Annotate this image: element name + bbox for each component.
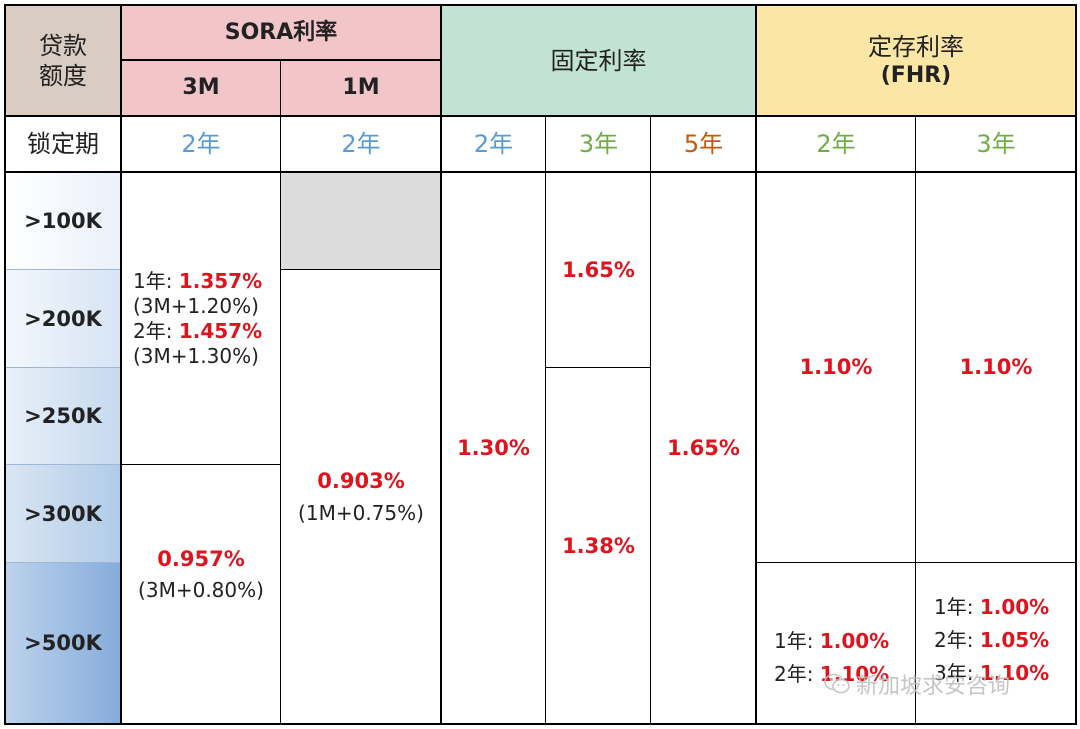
lock-term-fhr-2y: 2年 <box>756 116 916 172</box>
lock-term-fixed-5y: 5年 <box>651 116 756 172</box>
term-prefix: 2年: <box>133 318 179 343</box>
rate-value: 0.957% <box>157 546 245 571</box>
fixed-2y-cell: 1.30% <box>441 172 546 724</box>
header-fhr-sub: (FHR) <box>880 62 952 88</box>
rate-value: 1.05% <box>979 628 1050 652</box>
header-sora-3m-label: 3M <box>182 75 220 101</box>
term-prefix: 1年: <box>774 628 820 653</box>
rate-value: 1.30% <box>457 435 530 460</box>
fhr-2y-1y-line: 1年: 1.00% <box>774 629 889 654</box>
fhr-3y-upper-cell: 1.10% <box>916 172 1076 563</box>
header-sora-1m: 1M <box>281 60 441 116</box>
lock-term-fhr-3y: 3年 <box>916 116 1076 172</box>
lock-term-text: 2年 <box>473 130 514 158</box>
spread-note: (1M+0.75%) <box>298 500 424 525</box>
lock-label-text: 锁定期 <box>27 130 99 158</box>
amount-200k: >200K <box>5 270 121 368</box>
fhr-3y-2y-line: 2年: 1.05% <box>934 628 1049 653</box>
lock-term-text: 2年 <box>181 130 221 158</box>
rate-value: 1.38% <box>562 533 635 558</box>
lock-term-text: 2年 <box>816 130 856 158</box>
lock-term-sora1m: 2年 <box>281 116 441 172</box>
amount-label: >500K <box>24 631 102 656</box>
rate-value: 1.65% <box>562 257 635 282</box>
term-prefix: 2年: <box>774 661 820 686</box>
sora3m-upper-cell: 1年: 1.357% (3M+1.20%) 2年: 1.457% (3M+1.3… <box>121 172 281 465</box>
lock-term-sora3m: 2年 <box>121 116 281 172</box>
amount-100k: >100K <box>5 172 121 270</box>
fixed-3y-lower-cell: 1.38% <box>546 368 651 724</box>
header-fhr: 定存利率 (FHR) <box>756 5 1076 116</box>
rate-value: 1.10% <box>959 355 1033 380</box>
rate-value: 1.65% <box>667 435 740 460</box>
spread-note: (3M+0.80%) <box>138 578 264 603</box>
fhr-2y-upper-cell: 1.10% <box>756 172 916 563</box>
header-sora: SORA利率 <box>121 5 441 60</box>
wechat-icon <box>824 673 850 695</box>
spread-note: (3M+1.30%) <box>133 343 259 368</box>
fhr-3y-3y-line: 3年: 1.10% <box>934 661 1049 686</box>
lock-term-text: 2年 <box>341 130 381 158</box>
sora3m-1y-line: 1年: 1.357% <box>133 269 262 294</box>
amount-label: >100K <box>24 208 102 233</box>
rate-value: 1.00% <box>979 595 1050 619</box>
header-sora-label: SORA利率 <box>224 19 338 45</box>
fixed-5y-cell: 1.65% <box>651 172 756 724</box>
amount-label: >250K <box>24 404 102 429</box>
header-fhr-label: 定存利率 <box>868 32 964 61</box>
rate-value: 1.10% <box>979 661 1050 685</box>
amount-250k: >250K <box>5 368 121 465</box>
spread-note: (3M+1.20%) <box>133 293 259 318</box>
fhr-3y-1y-line: 1年: 1.00% <box>934 595 1049 620</box>
fhr-3y-lower-cell: 1年: 1.00% 2年: 1.05% 3年: 1.10% <box>916 563 1076 724</box>
lock-term-fixed-3y: 3年 <box>546 116 651 172</box>
watermark: 新加坡求安咨询 <box>824 668 1010 700</box>
sora1m-rate-cell: 0.903% (1M+0.75%) <box>281 270 441 724</box>
rate-value: 1.457% <box>178 318 263 343</box>
term-prefix: 2年: <box>934 628 980 652</box>
sora1m-na-cell <box>281 172 441 270</box>
header-fixed-label: 固定利率 <box>550 46 647 75</box>
watermark-text: 新加坡求安咨询 <box>856 674 1011 699</box>
rate-value: 1.10% <box>799 355 873 380</box>
sora3m-2y-line: 2年: 1.457% <box>133 319 262 344</box>
header-amount-label: 贷款 额度 <box>39 31 87 90</box>
rate-value: 1.357% <box>178 268 263 293</box>
fhr-2y-2y-line: 2年: 1.10% <box>774 662 889 687</box>
fixed-3y-upper-cell: 1.65% <box>546 172 651 368</box>
lock-term-fixed-2y: 2年 <box>441 116 546 172</box>
header-sora-3m: 3M <box>121 60 281 116</box>
rate-value: 0.903% <box>317 469 405 494</box>
sora3m-lower-cell: 0.957% (3M+0.80%) <box>121 465 281 724</box>
lock-label: 锁定期 <box>5 116 121 172</box>
header-amount: 贷款 额度 <box>5 5 121 116</box>
lock-term-text: 5年 <box>683 130 724 158</box>
amount-label: >300K <box>24 501 102 526</box>
amount-label: >200K <box>24 306 102 331</box>
amount-300k: >300K <box>5 465 121 563</box>
fhr-2y-lower-cell: 1年: 1.00% 2年: 1.10% <box>756 563 916 724</box>
header-fixed: 固定利率 <box>441 5 756 116</box>
term-prefix: 3年: <box>934 661 980 685</box>
rate-value: 1.10% <box>819 661 890 686</box>
header-sora-1m-label: 1M <box>342 75 380 101</box>
lock-term-text: 3年 <box>976 130 1016 158</box>
term-prefix: 1年: <box>133 268 179 293</box>
rate-value: 1.00% <box>819 628 890 653</box>
lock-term-text: 3年 <box>578 130 619 158</box>
term-prefix: 1年: <box>934 595 980 619</box>
amount-500k: >500K <box>5 563 121 724</box>
